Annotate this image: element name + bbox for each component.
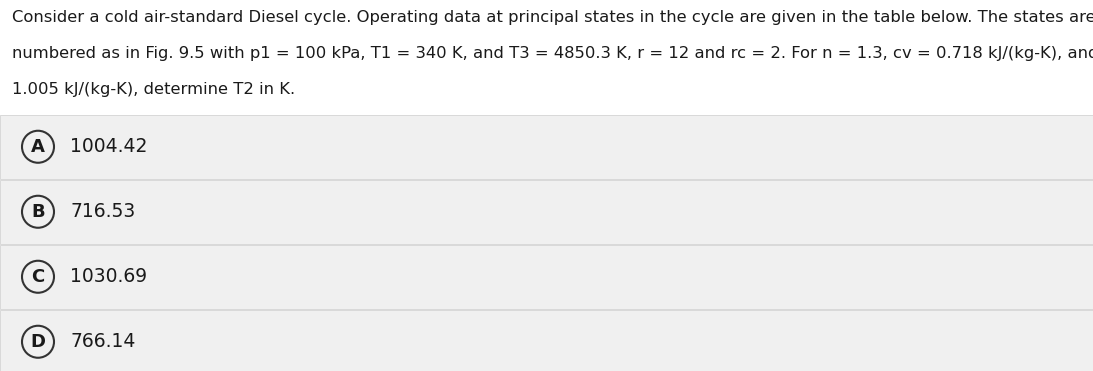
Bar: [0, 115, 1093, 178]
Bar: [0, 310, 1093, 371]
Bar: [0, 245, 1093, 309]
Text: 1004.42: 1004.42: [70, 137, 148, 156]
Bar: [0, 180, 1093, 243]
Text: numbered as in Fig. 9.5 with p1 = 100 kPa, T1 = 340 K, and T3 = 4850.3 K, r = 12: numbered as in Fig. 9.5 with p1 = 100 kP…: [12, 46, 1093, 61]
Text: D: D: [31, 333, 46, 351]
Text: 1030.69: 1030.69: [70, 267, 148, 286]
Text: C: C: [32, 268, 45, 286]
Text: 716.53: 716.53: [70, 202, 136, 221]
Text: 1.005 kJ/(kg-K), determine T2 in K.: 1.005 kJ/(kg-K), determine T2 in K.: [12, 82, 295, 97]
Text: A: A: [31, 138, 45, 156]
Text: Consider a cold air-standard Diesel cycle. Operating data at principal states in: Consider a cold air-standard Diesel cycl…: [12, 10, 1093, 25]
Text: B: B: [32, 203, 45, 221]
Text: 766.14: 766.14: [70, 332, 136, 351]
